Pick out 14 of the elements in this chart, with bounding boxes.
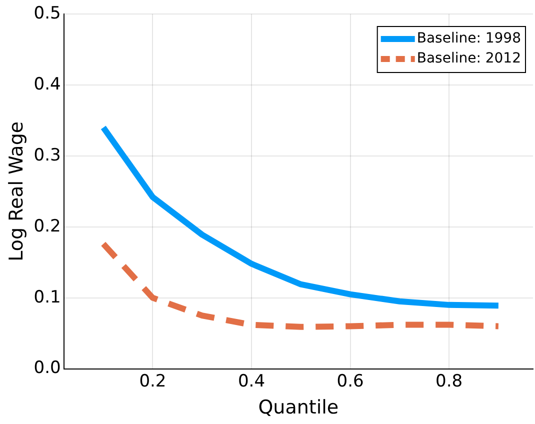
y-axis-title: Log Real Wage [5, 121, 28, 262]
y-tick-label: 0.0 [34, 358, 61, 378]
y-tick-label: 0.2 [34, 216, 61, 236]
legend-label: Baseline: 1998 [416, 30, 522, 47]
y-tick-label: 0.3 [34, 145, 61, 166]
x-axis-title: Quantile [258, 396, 339, 419]
x-tick-label: 0.6 [336, 371, 364, 392]
x-tick-label: 0.4 [238, 371, 266, 392]
x-tick-label: 0.2 [139, 371, 166, 392]
y-tick-label: 0.4 [34, 74, 61, 94]
x-tick-label: 0.8 [436, 371, 463, 392]
y-tick-label: 0.5 [34, 3, 61, 24]
legend-label: Baseline: 2012 [416, 50, 522, 67]
y-tick-label: 0.1 [34, 287, 61, 308]
